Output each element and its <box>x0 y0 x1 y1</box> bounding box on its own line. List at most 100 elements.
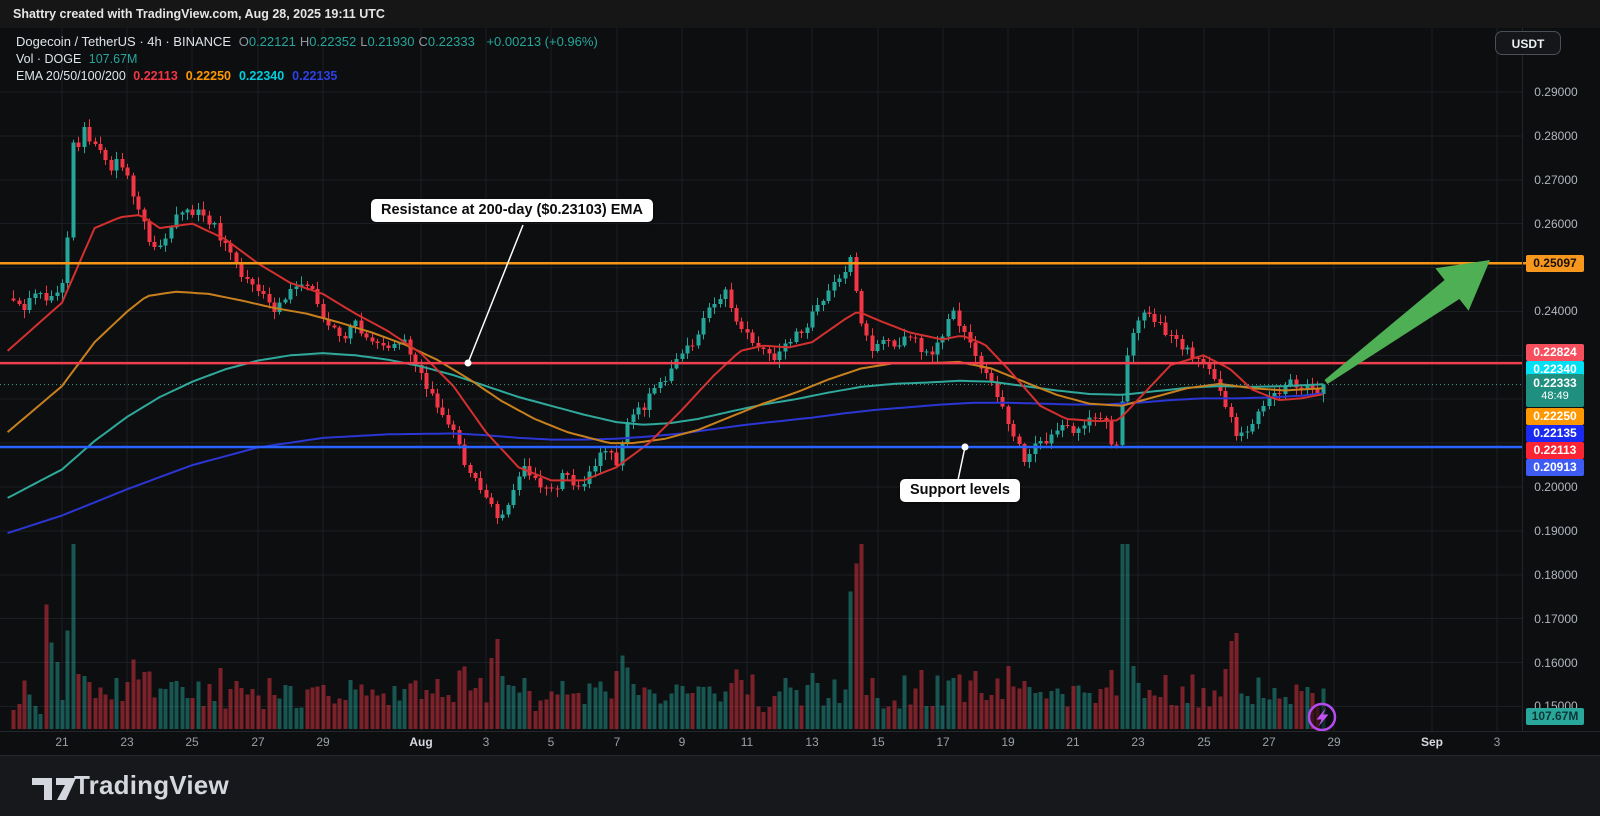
annotation-support[interactable]: Support levels <box>900 479 1020 502</box>
volume-bar <box>718 701 723 729</box>
volume-bar <box>549 691 554 729</box>
volume-bar <box>136 679 141 729</box>
volume-bar <box>1305 687 1310 729</box>
candle-body <box>174 214 179 228</box>
candle-body <box>462 444 467 465</box>
candle-body <box>359 320 364 334</box>
volume-bar <box>22 680 27 729</box>
candle-body <box>815 304 820 312</box>
volume-bar <box>892 700 897 729</box>
candle-body <box>294 286 299 289</box>
tradingview-wordmark[interactable]: TradingView <box>74 770 229 800</box>
time-tick-label: 29 <box>1327 735 1341 749</box>
volume-bar <box>1207 706 1212 729</box>
currency-button[interactable]: USDT <box>1495 31 1561 55</box>
attribution-bar: Shattry created with TradingView.com, Au… <box>0 0 1600 28</box>
volume-bar <box>87 682 92 729</box>
volume-bar <box>1147 690 1152 729</box>
candle-body <box>1201 358 1206 364</box>
candle-body <box>1120 401 1125 445</box>
annotation-resistance[interactable]: Resistance at 200-day ($0.23103) EMA <box>371 199 653 222</box>
volume-bar <box>49 642 54 729</box>
candle-body <box>196 209 201 216</box>
volume-bar <box>680 686 685 729</box>
candle-body <box>902 336 907 346</box>
volume-bar <box>1272 688 1277 729</box>
volume-bar <box>930 706 935 729</box>
candle-body <box>435 393 440 408</box>
volume-bar <box>1120 544 1125 729</box>
candle-body <box>522 466 527 477</box>
candle-body <box>288 288 293 300</box>
volume-bar <box>1114 695 1119 729</box>
price-badge-0.22824: 0.22824 <box>1526 344 1584 361</box>
up-arrow-icon[interactable] <box>1324 260 1491 384</box>
volume-bar <box>1055 688 1060 729</box>
price-tick-label: 0.24000 <box>1534 304 1578 319</box>
candle-body <box>957 310 962 327</box>
candle-body <box>636 407 641 415</box>
candle-body <box>326 319 331 326</box>
volume-bar <box>864 694 869 729</box>
candle-body <box>1087 417 1092 426</box>
price-badge-0.22333: 0.22333 48:49 <box>1526 374 1584 407</box>
candle-body <box>430 388 435 394</box>
volume-bar <box>794 690 799 729</box>
volume-bar <box>587 683 592 729</box>
time-tick-label: 19 <box>1001 735 1015 749</box>
candle-body <box>642 407 647 410</box>
candle-body <box>690 345 695 347</box>
volume-bar <box>500 675 505 729</box>
ema-label: EMA 20/50/100/200 <box>16 69 126 83</box>
candle-body <box>1234 417 1239 437</box>
candle-body <box>723 289 728 299</box>
volume-bar <box>756 706 761 729</box>
volume-bar <box>555 694 560 729</box>
volume-bar <box>1093 702 1098 729</box>
volume-bar <box>1174 705 1179 729</box>
candle-body <box>370 337 375 342</box>
volume-bar <box>620 655 625 729</box>
candle-body <box>1267 398 1272 406</box>
candle-body <box>1239 432 1244 437</box>
volume-bar <box>761 712 766 729</box>
candle-body <box>951 310 956 319</box>
candle-body <box>1136 320 1141 333</box>
volume-bar <box>875 697 880 729</box>
volume-bar <box>218 667 223 729</box>
candle-body <box>1017 436 1022 445</box>
ohlc-o: O0.22121 <box>238 34 296 49</box>
volume-bar <box>131 659 136 729</box>
candle-body <box>843 272 848 279</box>
ema-row: EMA 20/50/100/200 0.22113 0.22250 0.22340 0… <box>16 68 602 84</box>
volume-bar <box>114 678 119 729</box>
symbol-row[interactable]: Dogecoin / TetherUS · 4h · BINANCE O0.22… <box>16 34 602 50</box>
volume-bar <box>261 708 266 729</box>
volume-bar <box>1049 690 1054 729</box>
candle-body <box>777 351 782 361</box>
candle-body <box>870 335 875 351</box>
candle-body <box>218 223 223 241</box>
candle-body <box>65 237 70 284</box>
candle-body <box>663 380 668 382</box>
time-tick-label: 27 <box>1262 735 1276 749</box>
volume-bar <box>152 697 157 729</box>
candle-body <box>1315 389 1320 394</box>
candle-body <box>131 175 136 197</box>
candle-body <box>1082 425 1087 429</box>
candle-body <box>913 337 918 339</box>
candle-body <box>756 342 761 348</box>
volume-bar <box>625 667 630 729</box>
symbol-title[interactable]: Dogecoin / TetherUS · 4h · BINANCE <box>16 34 232 49</box>
candle-body <box>1288 379 1293 386</box>
volume-bar <box>870 678 875 729</box>
tradingview-logo-icon[interactable] <box>30 771 78 805</box>
candle-body <box>593 465 598 472</box>
volume-bar <box>815 683 820 729</box>
volume-bar <box>1098 689 1103 729</box>
volume-bar <box>397 700 402 729</box>
time-axis[interactable] <box>0 731 1600 755</box>
volume-bar <box>565 694 570 729</box>
candle-body <box>305 284 310 287</box>
